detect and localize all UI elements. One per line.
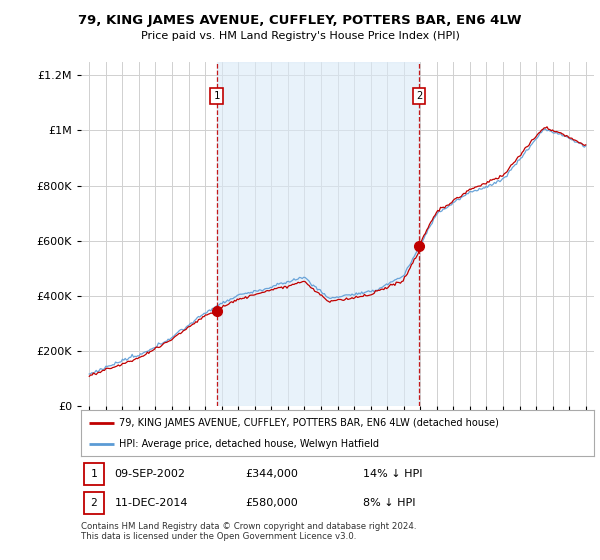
Text: Contains HM Land Registry data © Crown copyright and database right 2024.
This d: Contains HM Land Registry data © Crown c…	[81, 522, 416, 542]
Text: 79, KING JAMES AVENUE, CUFFLEY, POTTERS BAR, EN6 4LW (detached house): 79, KING JAMES AVENUE, CUFFLEY, POTTERS …	[119, 418, 499, 428]
Text: HPI: Average price, detached house, Welwyn Hatfield: HPI: Average price, detached house, Welw…	[119, 439, 379, 449]
Text: Price paid vs. HM Land Registry's House Price Index (HPI): Price paid vs. HM Land Registry's House …	[140, 31, 460, 41]
Text: 79, KING JAMES AVENUE, CUFFLEY, POTTERS BAR, EN6 4LW: 79, KING JAMES AVENUE, CUFFLEY, POTTERS …	[78, 14, 522, 27]
Text: 11-DEC-2014: 11-DEC-2014	[115, 498, 188, 508]
Text: 1: 1	[214, 91, 220, 101]
Bar	[217, 62, 419, 406]
Text: 8% ↓ HPI: 8% ↓ HPI	[363, 498, 416, 508]
Text: £344,000: £344,000	[245, 469, 298, 479]
Text: 09-SEP-2002: 09-SEP-2002	[115, 469, 185, 479]
Text: £580,000: £580,000	[245, 498, 298, 508]
Text: 2: 2	[416, 91, 422, 101]
FancyBboxPatch shape	[83, 492, 104, 515]
Text: 14% ↓ HPI: 14% ↓ HPI	[363, 469, 422, 479]
FancyBboxPatch shape	[83, 463, 104, 485]
Text: 2: 2	[91, 498, 97, 508]
Text: 1: 1	[91, 469, 97, 479]
